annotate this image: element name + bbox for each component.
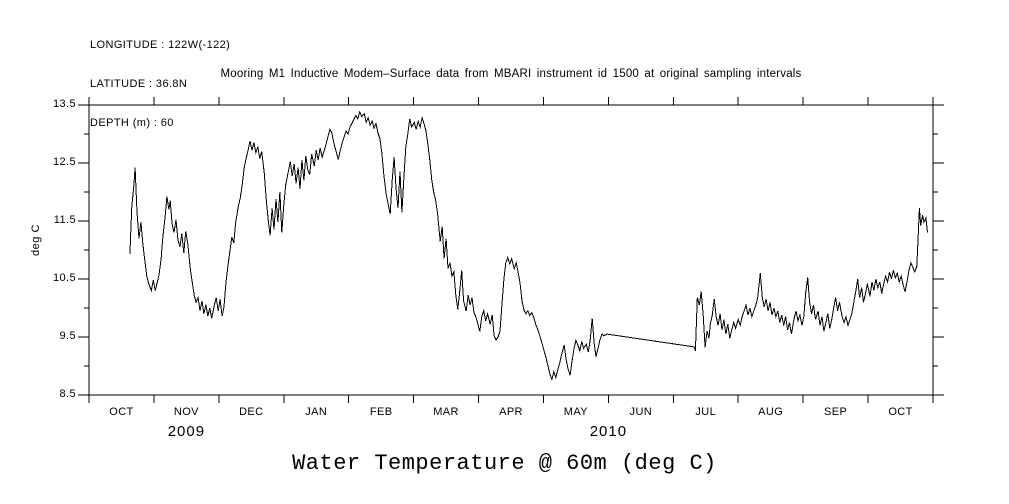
x-tick-label: FEB <box>369 406 393 418</box>
x-tick-label: NOV <box>173 406 199 418</box>
x-tick-label: DEC <box>239 406 264 418</box>
figure-caption: Water Temperature @ 60m (deg C) <box>292 451 717 476</box>
y-tick-label: 11.5 <box>53 214 76 226</box>
x-tick-label: MAR <box>433 406 459 418</box>
latitude-label: LATITUDE : 36.8N <box>90 78 188 90</box>
y-tick-label: 9.5 <box>59 330 76 342</box>
x-tick-label: OCT <box>888 406 913 418</box>
x-tick-label: SEP <box>824 406 848 418</box>
x-tick-label: JUL <box>695 406 717 418</box>
temperature-series-line <box>129 110 929 381</box>
y-tick-label: 10.5 <box>52 272 76 284</box>
longitude-label: LONGITUDE : 122W(-122) <box>90 39 231 51</box>
year-label: 2009 <box>167 423 206 440</box>
x-tick-label: APR <box>499 406 523 418</box>
y-tick-label: 12.5 <box>52 156 76 168</box>
metadata-block: LONGITUDE : 122W(-122) LATITUDE : 36.8N … <box>90 13 230 156</box>
x-tick-label: AUG <box>758 406 784 418</box>
x-tick-label: OCT <box>109 406 134 418</box>
x-tick-label: JUN <box>629 406 653 418</box>
y-tick-label: 13.5 <box>52 98 76 110</box>
x-tick-label: JAN <box>305 406 328 418</box>
chart-title: Mooring M1 Inductive Modem–Surface data … <box>220 68 802 80</box>
year-label: 2010 <box>589 423 628 440</box>
depth-label: DEPTH (m) : 60 <box>90 117 174 129</box>
x-tick-label: MAY <box>563 406 589 418</box>
y-tick-label: 8.5 <box>59 388 76 400</box>
